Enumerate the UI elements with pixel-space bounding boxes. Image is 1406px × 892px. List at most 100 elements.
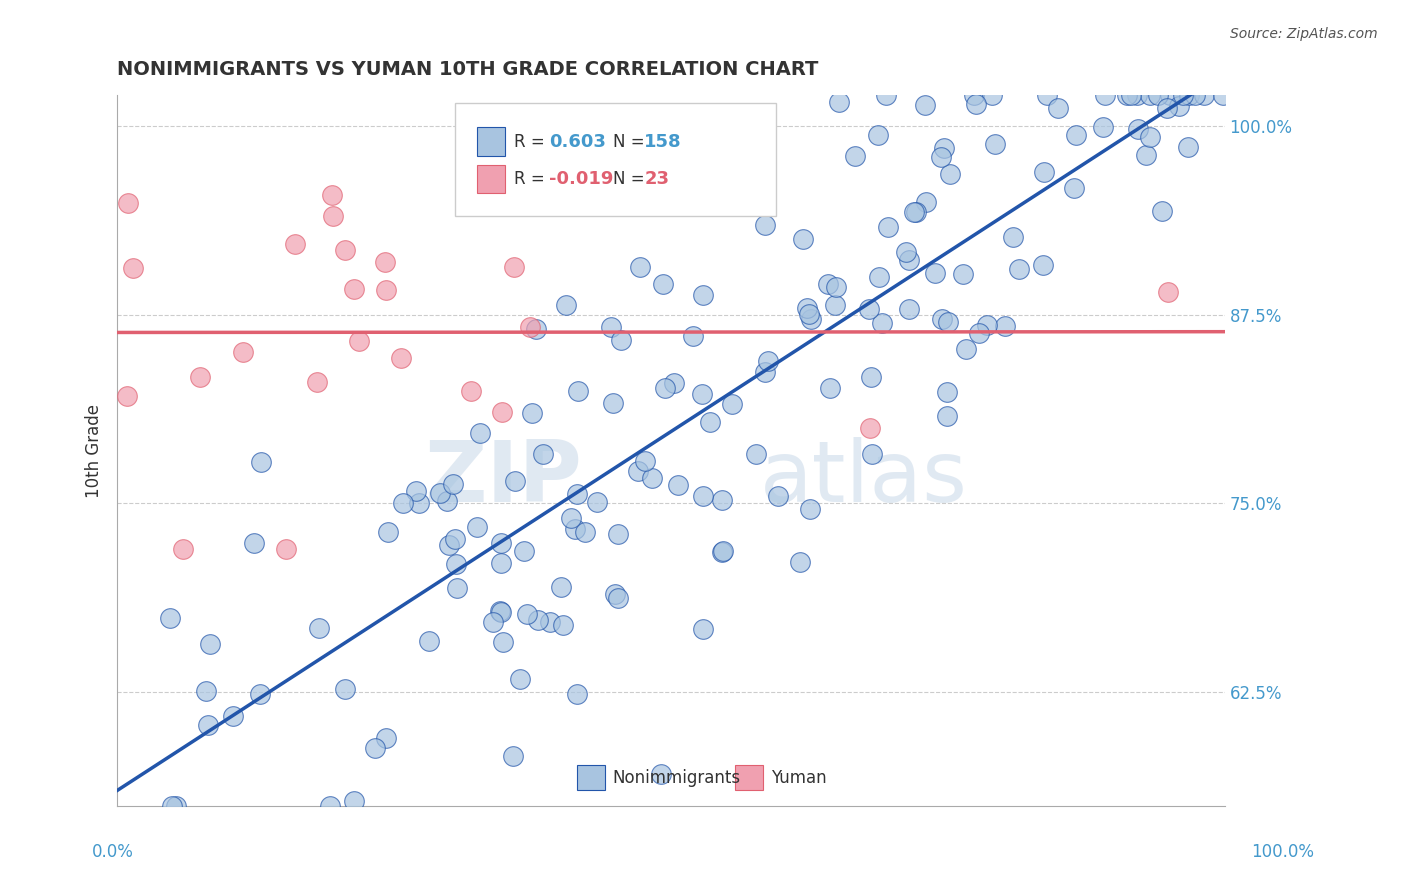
Point (914, 98, 936, 112)
Point (713, 544, 735, 558)
Point (1008, 261, 1031, 276)
Point (963, 88, 986, 103)
Point (699, 415, 721, 429)
Point (492, 635, 515, 649)
Point (446, 581, 468, 595)
FancyBboxPatch shape (576, 765, 605, 790)
Point (565, 487, 588, 501)
Point (321, 188, 343, 202)
Point (984, 137, 1007, 152)
Point (1177, 88, 1199, 103)
Point (1032, 258, 1054, 272)
Point (1033, 165, 1056, 179)
Point (818, 381, 841, 395)
Text: R =: R = (513, 170, 544, 188)
Point (939, 167, 962, 181)
Point (374, 731, 396, 746)
Point (641, 471, 664, 485)
Point (800, 312, 823, 326)
Point (429, 485, 451, 500)
Y-axis label: 10th Grade: 10th Grade (86, 403, 103, 498)
Point (690, 386, 713, 401)
Point (924, 266, 946, 280)
Point (627, 465, 650, 479)
Text: 158: 158 (644, 133, 682, 151)
Point (160, 798, 183, 813)
Point (564, 522, 586, 536)
Point (692, 287, 714, 301)
Point (651, 277, 673, 291)
Point (976, 318, 998, 332)
Point (858, 301, 880, 316)
Point (538, 615, 561, 629)
Point (586, 494, 609, 508)
Point (824, 298, 846, 312)
Point (1157, 285, 1180, 300)
Point (343, 282, 366, 296)
Point (389, 351, 412, 366)
Point (606, 591, 628, 606)
Point (965, 96, 987, 111)
Point (817, 277, 839, 291)
Text: Nonimmigrants: Nonimmigrants (612, 769, 741, 787)
Point (520, 406, 543, 420)
Point (934, 141, 956, 155)
Point (567, 687, 589, 701)
Point (868, 270, 890, 285)
Point (200, 637, 222, 651)
Point (904, 205, 927, 219)
Text: 0.603: 0.603 (550, 133, 606, 151)
Point (766, 490, 789, 504)
Point (560, 511, 582, 525)
Point (375, 284, 398, 298)
Point (860, 370, 883, 384)
Point (666, 478, 689, 492)
Point (249, 687, 271, 701)
Point (1063, 180, 1085, 194)
Point (513, 543, 536, 558)
Point (894, 245, 917, 260)
Point (825, 279, 848, 293)
Point (903, 205, 925, 219)
Text: 0.0%: 0.0% (91, 843, 134, 861)
Point (408, 496, 430, 510)
Text: N =: N = (613, 170, 645, 188)
Point (969, 326, 991, 341)
Point (509, 672, 531, 686)
Point (117, 196, 139, 211)
Point (796, 301, 818, 315)
Point (654, 381, 676, 395)
Point (1094, 88, 1116, 103)
Point (792, 232, 814, 246)
Point (188, 370, 211, 384)
Point (1119, 88, 1142, 103)
Point (166, 798, 188, 813)
Text: -0.019: -0.019 (550, 170, 613, 188)
Point (1177, 140, 1199, 154)
Point (197, 718, 219, 732)
Point (827, 95, 849, 109)
Point (897, 301, 920, 316)
Point (650, 766, 672, 780)
Point (405, 483, 427, 498)
Point (550, 580, 572, 594)
Point (1126, 122, 1149, 136)
Point (602, 395, 624, 409)
Point (1092, 120, 1115, 134)
Point (122, 261, 145, 276)
Point (1192, 88, 1215, 103)
Point (1147, 88, 1170, 103)
Point (866, 128, 889, 142)
Point (756, 354, 779, 368)
Point (319, 798, 342, 813)
Point (1212, 88, 1234, 103)
Point (914, 194, 936, 209)
Point (502, 749, 524, 764)
Point (243, 536, 266, 550)
Point (859, 421, 882, 435)
Point (159, 610, 181, 624)
Point (553, 618, 575, 632)
Point (1159, 88, 1181, 103)
Point (1002, 230, 1025, 244)
Point (343, 794, 366, 808)
